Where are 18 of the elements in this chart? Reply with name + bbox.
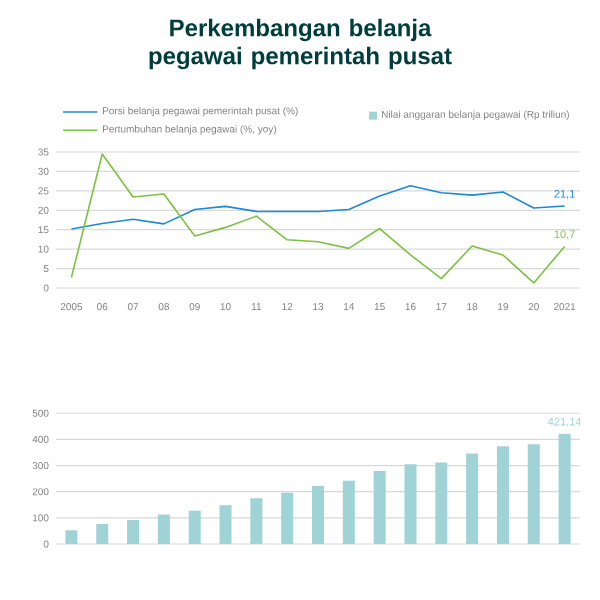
bar bbox=[188, 510, 201, 544]
bar bbox=[527, 444, 540, 544]
bar bbox=[404, 464, 417, 544]
bar bbox=[373, 471, 386, 544]
bar bbox=[496, 446, 509, 544]
bar bbox=[435, 462, 448, 544]
bar bbox=[65, 530, 78, 544]
bar bbox=[281, 492, 294, 544]
bar bbox=[558, 433, 571, 544]
bar bbox=[219, 505, 232, 544]
bar bbox=[127, 519, 140, 544]
bar bbox=[96, 524, 109, 544]
bar bbox=[157, 514, 170, 544]
chart-title: Perkembangan belanja pegawai pemerintah pusat bbox=[149, 18, 452, 70]
bar bbox=[312, 485, 324, 544]
bar bbox=[466, 453, 479, 544]
bar bbox=[250, 498, 263, 544]
bar bbox=[342, 480, 355, 544]
